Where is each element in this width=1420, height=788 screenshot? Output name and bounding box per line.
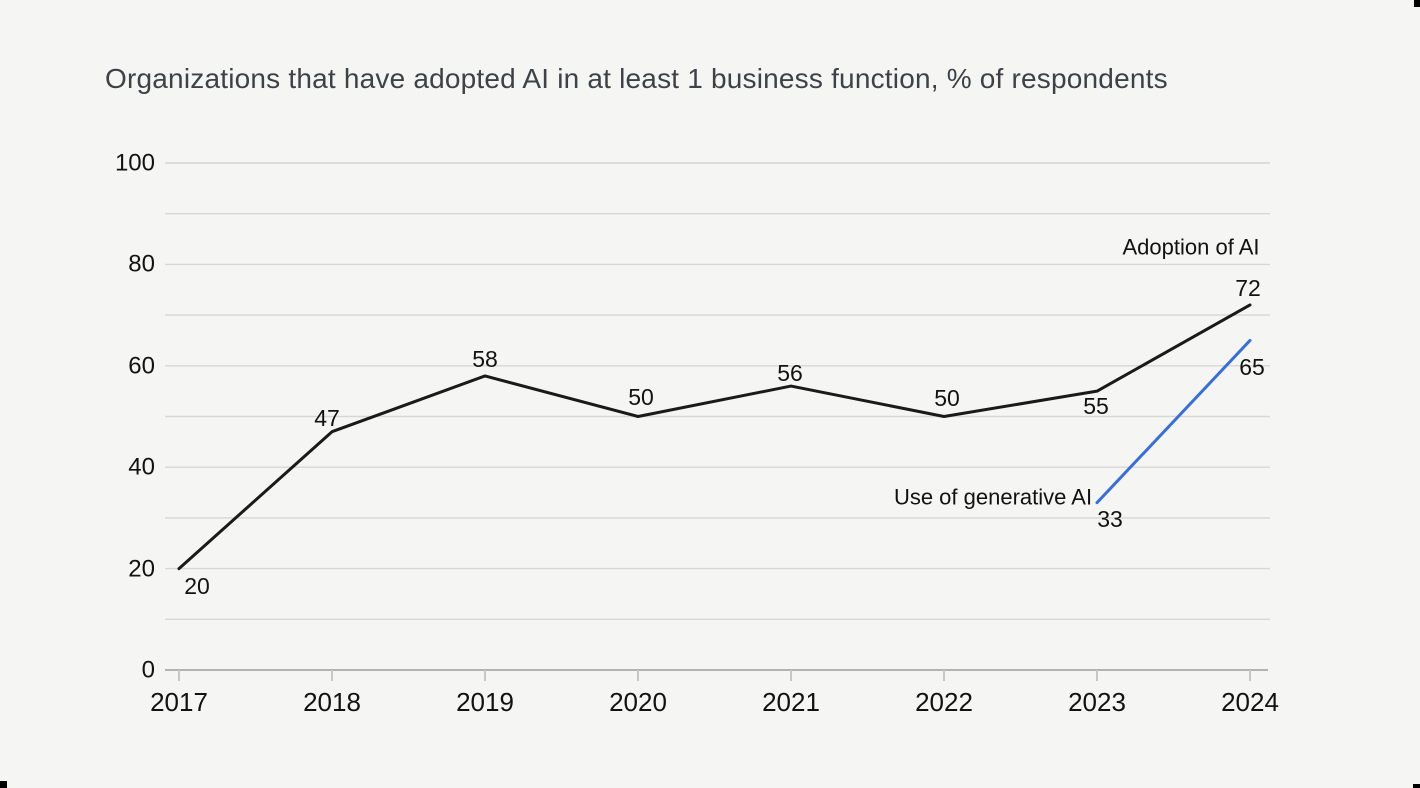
- series-line-use-of-generative-ai: [1095, 338, 1252, 505]
- data-label-2020-50: 50: [628, 383, 654, 410]
- x-axis-label-2018: 2018: [303, 687, 361, 717]
- series-name-label-use-of-generative-ai: Use of generative AI: [893, 484, 1093, 510]
- y-axis-label-60: 60: [128, 352, 155, 380]
- x-axis-label-2019: 2019: [456, 687, 514, 717]
- y-axis-label-100: 100: [114, 149, 155, 177]
- chart-title: Organizations that have adopted AI in at…: [105, 63, 1168, 94]
- y-axis-label-40: 40: [128, 453, 155, 481]
- data-label-2024-65: 65: [1239, 354, 1265, 381]
- data-label-2023-33: 33: [1097, 505, 1123, 532]
- x-axis-label-2023: 2023: [1068, 687, 1126, 717]
- y-axis-label-0: 0: [141, 656, 155, 684]
- x-axis-label-2020: 2020: [609, 687, 667, 717]
- corner-mark-bottom-left: [0, 781, 7, 788]
- x-axis-label-2022: 2022: [915, 687, 973, 717]
- y-axis-label-20: 20: [128, 555, 155, 582]
- series-line-adoption-of-ai: [177, 303, 1252, 571]
- x-axis-label-2021: 2021: [762, 687, 820, 717]
- x-axis-label-2017: 2017: [150, 687, 208, 717]
- data-label-2017-20: 20: [184, 572, 210, 599]
- corner-mark-bottom-right: [1413, 784, 1420, 788]
- data-label-2022-50: 50: [934, 384, 960, 411]
- series-name-label-adoption-of-ai: Adoption of AI: [1122, 234, 1260, 260]
- data-label-2018-47: 47: [314, 404, 340, 431]
- x-axis-label-2024: 2024: [1221, 687, 1279, 717]
- data-label-2024-72: 72: [1235, 274, 1261, 301]
- data-label-2019-58: 58: [472, 345, 498, 372]
- data-label-2023-55: 55: [1083, 393, 1109, 420]
- y-axis-label-80: 80: [128, 250, 155, 278]
- corner-mark-top-right: [1414, 0, 1420, 7]
- data-label-2021-56: 56: [777, 360, 803, 387]
